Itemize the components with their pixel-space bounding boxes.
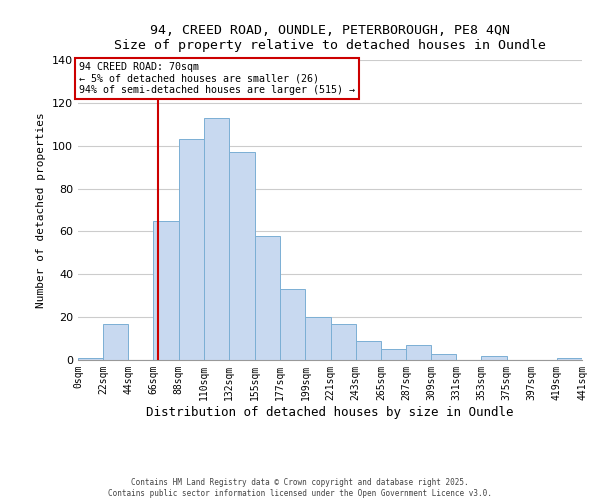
Bar — [356, 340, 381, 360]
Bar — [229, 152, 255, 360]
Bar — [431, 354, 456, 360]
Title: 94, CREED ROAD, OUNDLE, PETERBOROUGH, PE8 4QN
Size of property relative to detac: 94, CREED ROAD, OUNDLE, PETERBOROUGH, PE… — [114, 24, 546, 52]
Bar — [103, 324, 128, 360]
Text: Contains HM Land Registry data © Crown copyright and database right 2025.
Contai: Contains HM Land Registry data © Crown c… — [108, 478, 492, 498]
Bar — [78, 358, 103, 360]
Bar — [381, 350, 406, 360]
Bar — [179, 140, 204, 360]
Bar — [255, 236, 280, 360]
Bar — [331, 324, 356, 360]
X-axis label: Distribution of detached houses by size in Oundle: Distribution of detached houses by size … — [146, 406, 514, 418]
Y-axis label: Number of detached properties: Number of detached properties — [37, 112, 46, 308]
Text: 94 CREED ROAD: 70sqm
← 5% of detached houses are smaller (26)
94% of semi-detach: 94 CREED ROAD: 70sqm ← 5% of detached ho… — [79, 62, 355, 96]
Bar — [280, 290, 305, 360]
Bar — [204, 118, 229, 360]
Bar — [481, 356, 506, 360]
Bar — [557, 358, 582, 360]
Bar — [406, 345, 431, 360]
Bar — [154, 220, 179, 360]
Bar — [305, 317, 331, 360]
